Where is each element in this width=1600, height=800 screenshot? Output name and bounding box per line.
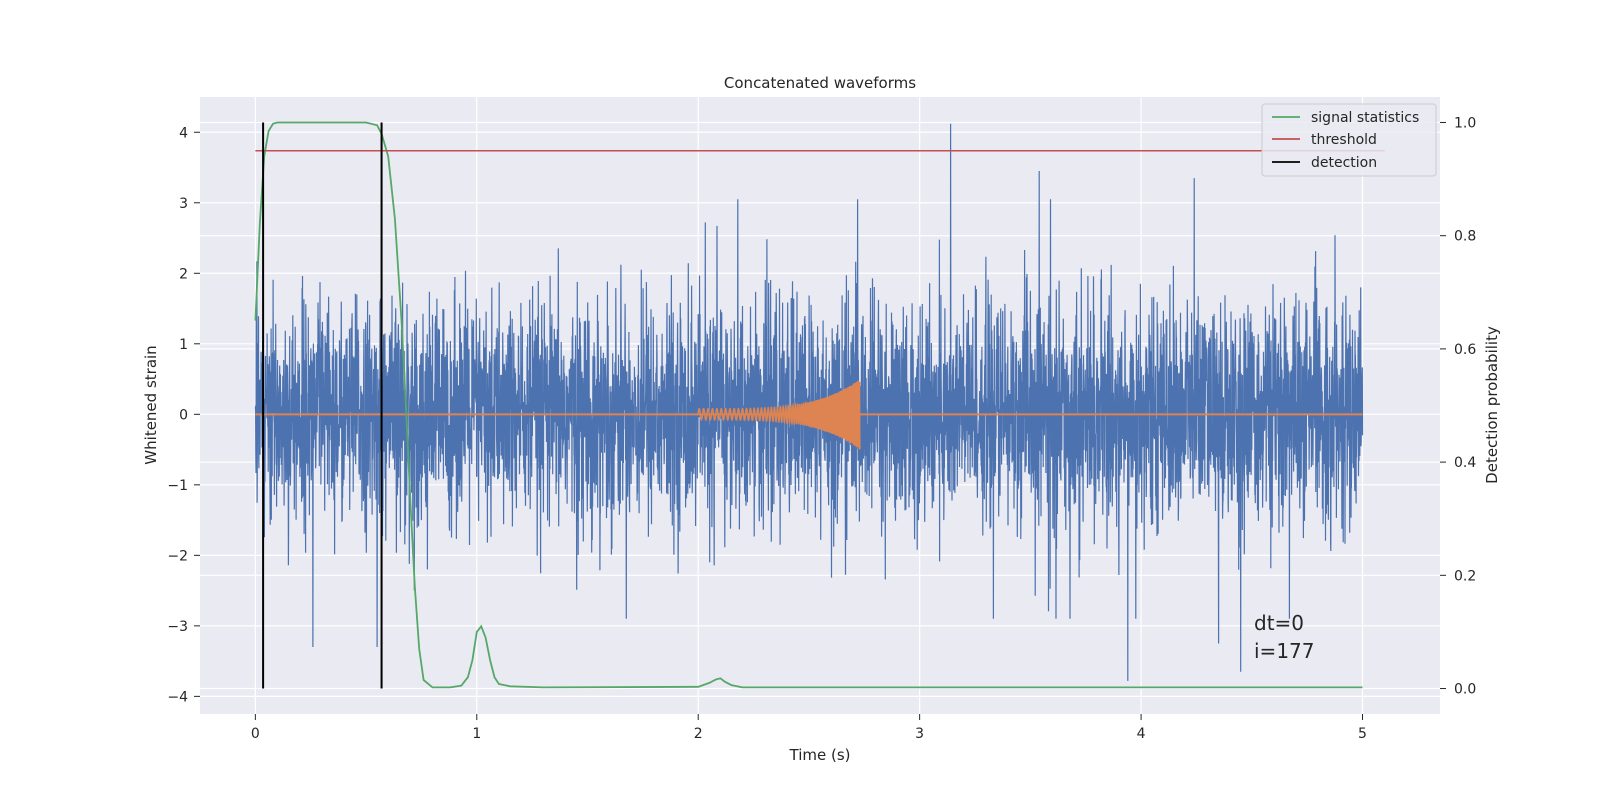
- legend-box: [1261, 103, 1437, 177]
- y-tick-label: 0: [179, 407, 188, 423]
- x-tick-label: 2: [694, 726, 703, 742]
- signal-statistics-line: [254, 121, 1363, 689]
- legend-label-detection: detection: [1311, 155, 1377, 171]
- x-tick-label: 0: [251, 726, 260, 742]
- y-axis-label-left: Whitened strain: [142, 345, 160, 464]
- y-ticks-right: 0.0 0.2 0.4 0.6 0.8 1.0: [1440, 115, 1476, 698]
- strain-series-line: [254, 123, 1364, 681]
- y-tick-label: 1: [179, 337, 188, 353]
- y-right-tick-label: 1.0: [1454, 115, 1476, 131]
- detection-lines: [262, 122, 383, 689]
- y-right-tick-label: 0.4: [1454, 455, 1476, 471]
- y-right-tick-label: 0.8: [1454, 229, 1476, 245]
- y-tick-label: −2: [167, 548, 188, 564]
- y-tick-label: 3: [179, 196, 188, 212]
- y-right-tick-label: 0.0: [1454, 682, 1476, 698]
- template-series-line: [697, 380, 861, 450]
- x-ticks: 0 1 2 3 4 5: [251, 714, 1367, 742]
- legend-label-threshold: threshold: [1311, 132, 1377, 148]
- y-right-tick-label: 0.2: [1454, 568, 1476, 584]
- x-tick-label: 3: [915, 726, 924, 742]
- annotation-index: i=177: [1254, 639, 1315, 663]
- y-right-tick-label: 0.6: [1454, 342, 1476, 358]
- x-axis-label: Time (s): [789, 746, 851, 764]
- y-ticks-left: −4 −3 −2 −1 0 1 2 3 4: [167, 125, 200, 705]
- chart-title: Concatenated waveforms: [724, 74, 916, 92]
- y-tick-label: −4: [167, 689, 188, 705]
- x-tick-label: 5: [1358, 726, 1367, 742]
- legend: signal statistics threshold detection: [1261, 103, 1437, 177]
- y-tick-label: 4: [179, 125, 188, 141]
- y-tick-label: −3: [167, 619, 188, 635]
- y-tick-label: −1: [167, 478, 188, 494]
- y-tick-label: 2: [179, 266, 188, 282]
- annotation-dt: dt=0: [1254, 611, 1304, 635]
- legend-label-signal: signal statistics: [1311, 110, 1419, 126]
- y-axis-label-right: Detection probability: [1483, 326, 1501, 484]
- x-tick-label: 1: [472, 726, 481, 742]
- plot-area: [254, 121, 1385, 689]
- x-tick-label: 4: [1137, 726, 1146, 742]
